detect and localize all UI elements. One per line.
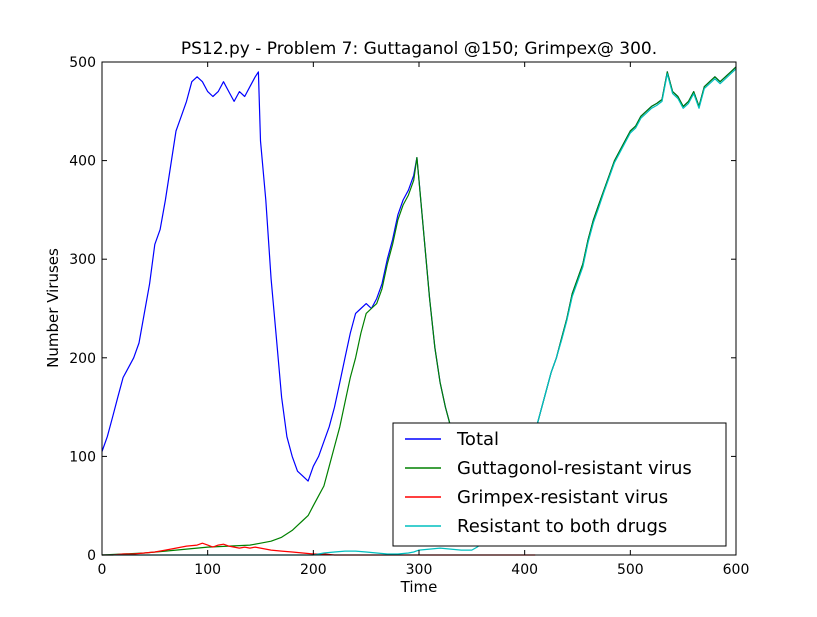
y-tick-label: 0: [87, 548, 96, 564]
y-tick-label: 500: [69, 55, 96, 71]
legend-items: Total Guttagonol-resistant virus Grimpex-r…: [405, 429, 692, 537]
y-tick-label: 400: [69, 154, 96, 170]
legend-label-2: Guttagonol-resistant virus: [457, 458, 692, 479]
x-tick-label: 0: [98, 562, 107, 578]
x-tick-label: 600: [723, 562, 750, 578]
x-tick-label: 100: [194, 562, 221, 578]
legend-label-1: Total: [456, 429, 499, 450]
y-tick-label: 100: [69, 449, 96, 465]
y-tick-label: 300: [69, 252, 96, 268]
ticks-layer: 0 100 200 300 400 500 600 0 100 200 300 400 500: [69, 55, 749, 578]
x-tick-label: 300: [406, 562, 433, 578]
x-tick-label: 400: [511, 562, 538, 578]
series-line-4: [102, 68, 737, 556]
x-tick-label: 500: [617, 562, 644, 578]
x-tick-label: 200: [300, 562, 327, 578]
legend: Total Guttagonol-resistant virus Grimpex-r…: [392, 422, 727, 547]
legend-label-4: Resistant to both drugs: [457, 516, 667, 537]
legend-label-3: Grimpex-resistant virus: [457, 487, 668, 508]
chart-title: PS12.py - Problem 7: Guttaganol @150; Gr…: [181, 39, 657, 59]
legend-frame: [392, 422, 727, 547]
x-axis-label: Time: [400, 578, 438, 596]
y-tick-label: 200: [69, 351, 96, 367]
y-axis-label: Number Viruses: [44, 248, 62, 368]
